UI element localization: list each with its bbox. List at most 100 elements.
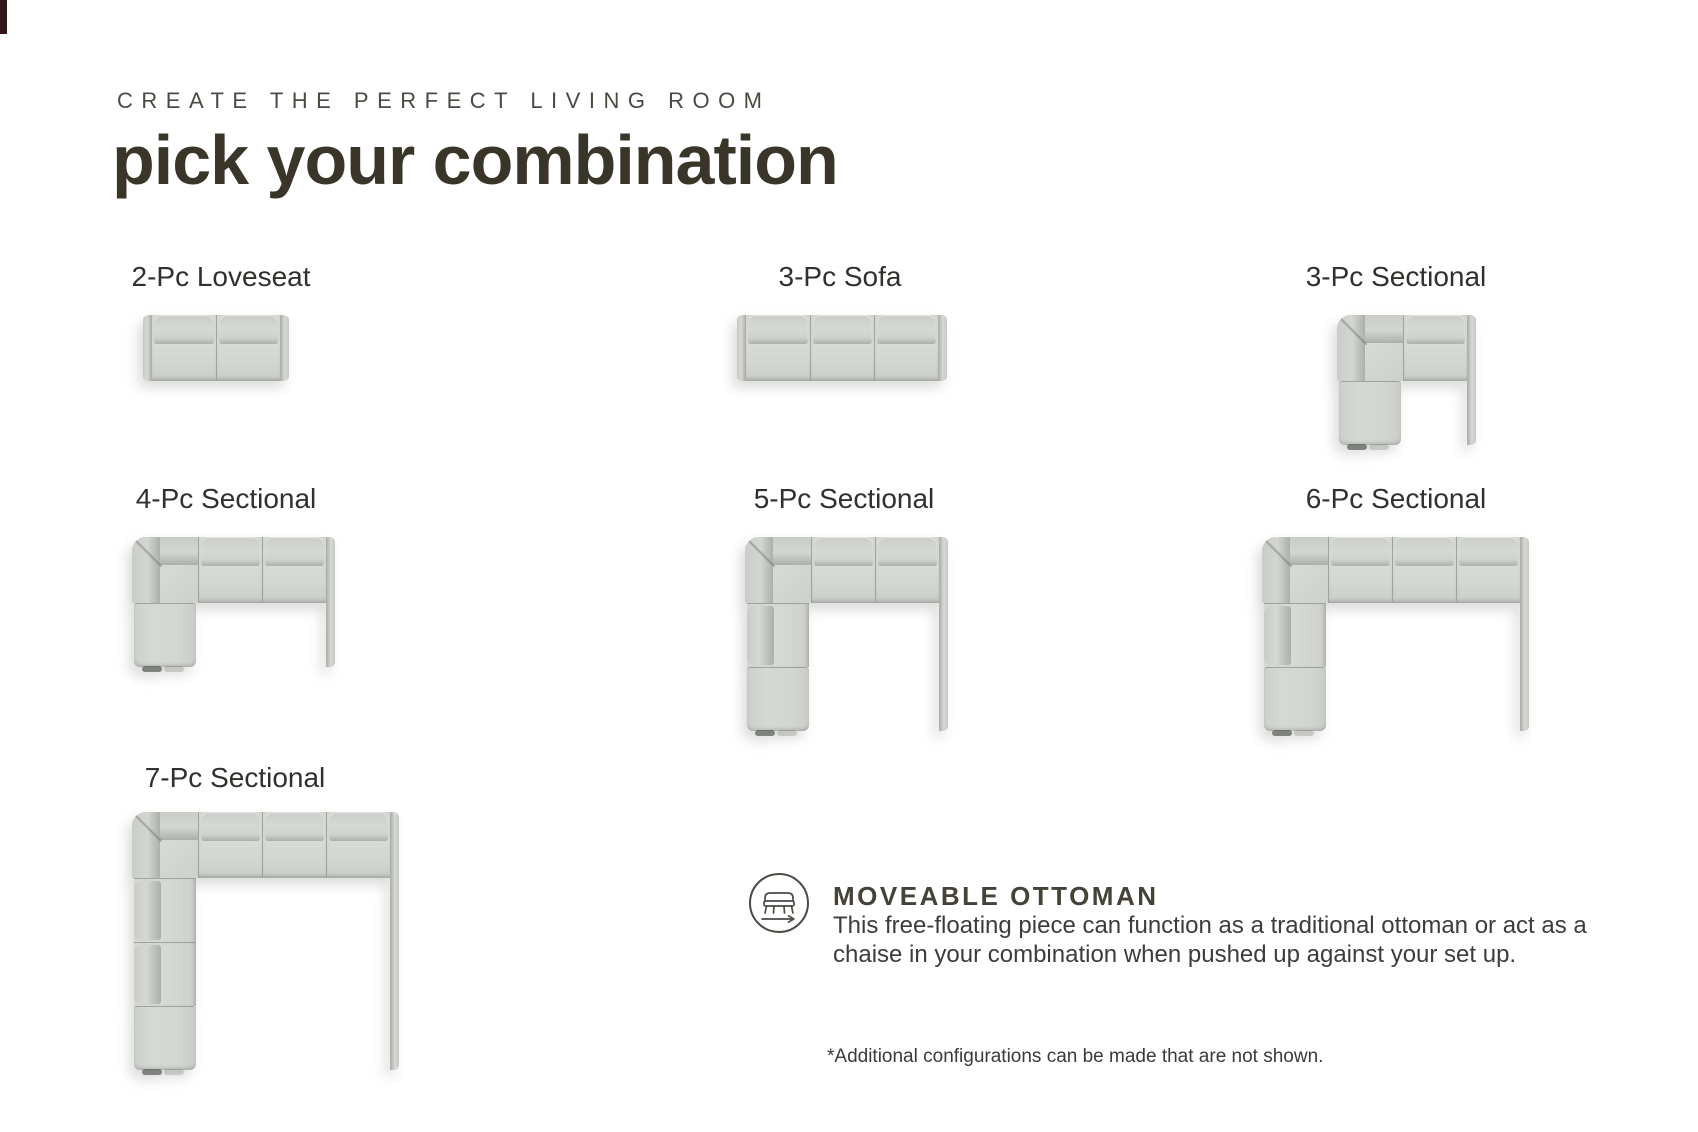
seat-module xyxy=(262,812,326,878)
corner-seam xyxy=(1337,315,1367,345)
corner-seam xyxy=(132,537,162,567)
seat-cushion xyxy=(1457,566,1520,603)
corner-seam xyxy=(745,537,775,567)
armless-chair-module-vertical xyxy=(134,878,196,942)
seat-cushion xyxy=(263,566,326,603)
back-cushion-left xyxy=(1264,606,1291,665)
sofa-arm-right xyxy=(280,315,289,381)
back-cushion xyxy=(1331,537,1390,566)
ottoman-foot xyxy=(164,1069,184,1075)
sofa-arm-right xyxy=(1520,537,1529,731)
ottoman-module xyxy=(134,603,196,672)
back-cushion xyxy=(1459,537,1518,566)
corner-module xyxy=(745,537,811,603)
corner-seat xyxy=(160,840,198,878)
back-cushion xyxy=(748,315,808,344)
seat-cushion xyxy=(1329,566,1392,603)
sofa-top-view-5-pc-sectional xyxy=(745,537,948,736)
combo-label-7-pc-sectional: 7-Pc Sectional xyxy=(144,762,326,793)
corner-seat xyxy=(1290,565,1328,603)
corner-module xyxy=(1262,537,1328,603)
back-cushion xyxy=(265,812,324,841)
back-cushion xyxy=(814,537,873,566)
sofa-arm-right xyxy=(1467,315,1476,445)
seat-module xyxy=(810,315,874,381)
footnote: *Additional configurations can be made t… xyxy=(827,1046,1324,1067)
corner-module xyxy=(132,537,198,603)
sofa-arm-right xyxy=(939,537,948,731)
ottoman-foot xyxy=(142,666,162,672)
combo-label-3-pc-sectional: 3-Pc Sectional xyxy=(1305,261,1487,292)
back-cushion xyxy=(1406,315,1465,344)
seat-module xyxy=(216,315,280,381)
seat-cushion xyxy=(774,604,809,667)
seat-cushion xyxy=(811,344,874,381)
sofa-arm-right xyxy=(938,315,947,381)
seat-module xyxy=(1403,315,1467,381)
seat-cushion xyxy=(812,566,875,603)
back-cushion xyxy=(813,315,872,344)
sofa-top-view-3-pc-sectional xyxy=(1337,315,1476,450)
ottoman-foot xyxy=(164,666,184,672)
sofa-arm-left xyxy=(143,315,152,381)
sofa-top-view-4-pc-sectional xyxy=(132,537,335,672)
ottoman-module xyxy=(134,1006,196,1075)
corner-seat xyxy=(160,565,198,603)
seat-module xyxy=(198,537,262,603)
ottoman-foot xyxy=(142,1069,162,1075)
seat-cushion xyxy=(746,344,810,381)
sofa-top-view-6-pc-sectional xyxy=(1262,537,1529,736)
back-cushion-left xyxy=(134,881,161,940)
back-cushion xyxy=(201,537,260,566)
back-cushion xyxy=(329,812,388,841)
sofa-arm-right xyxy=(326,537,335,667)
seat-cushion xyxy=(1291,604,1326,667)
combo-label-5-pc-sectional: 5-Pc Sectional xyxy=(753,483,935,514)
ottoman-foot xyxy=(755,730,775,736)
ottoman-move-icon xyxy=(749,873,809,933)
corner-module xyxy=(132,812,198,878)
eyebrow-text: CREATE THE PERFECT LIVING ROOM xyxy=(117,88,771,113)
seat-module xyxy=(1456,537,1520,603)
back-cushion xyxy=(154,315,214,344)
seat-cushion xyxy=(161,943,196,1006)
armless-chair-module-vertical xyxy=(134,942,196,1006)
corner-seat xyxy=(773,565,811,603)
seat-cushion xyxy=(1404,344,1467,381)
ottoman-foot xyxy=(777,730,797,736)
ottoman-foot xyxy=(1347,444,1367,450)
page-title: pick your combination xyxy=(112,121,839,199)
seat-module xyxy=(875,537,939,603)
seat-cushion xyxy=(152,344,216,381)
seat-cushion xyxy=(876,566,939,603)
seat-cushion xyxy=(217,344,280,381)
combo-label-2-pc-loveseat: 2-Pc Loveseat xyxy=(131,261,311,292)
seat-module xyxy=(811,537,875,603)
armless-chair-module-vertical xyxy=(747,603,809,667)
armless-chair-module-vertical xyxy=(1264,603,1326,667)
ottoman-foot xyxy=(1294,730,1314,736)
ottoman-heading: MOVEABLE OTTOMAN xyxy=(833,881,1159,911)
seat-module xyxy=(262,537,326,603)
seat-module xyxy=(198,812,262,878)
back-cushion xyxy=(219,315,278,344)
back-cushion-left xyxy=(747,606,774,665)
back-cushion xyxy=(1395,537,1454,566)
corner-seat xyxy=(1365,343,1403,381)
seat-cushion xyxy=(199,841,262,878)
sofa-arm-left xyxy=(737,315,746,381)
moveable-ottoman-callout-icon xyxy=(748,872,810,939)
back-cushion xyxy=(878,537,937,566)
back-cushion xyxy=(201,812,260,841)
seat-module xyxy=(874,315,938,381)
ottoman-module xyxy=(1264,667,1326,736)
ottoman-module xyxy=(1339,381,1401,450)
corner-module xyxy=(1337,315,1403,381)
seat-cushion xyxy=(875,344,938,381)
ottoman-foot xyxy=(1272,730,1292,736)
corner-seam xyxy=(1262,537,1292,567)
back-cushion-left xyxy=(134,945,161,1004)
seat-module xyxy=(746,315,810,381)
combo-label-6-pc-sectional: 6-Pc Sectional xyxy=(1305,483,1487,514)
